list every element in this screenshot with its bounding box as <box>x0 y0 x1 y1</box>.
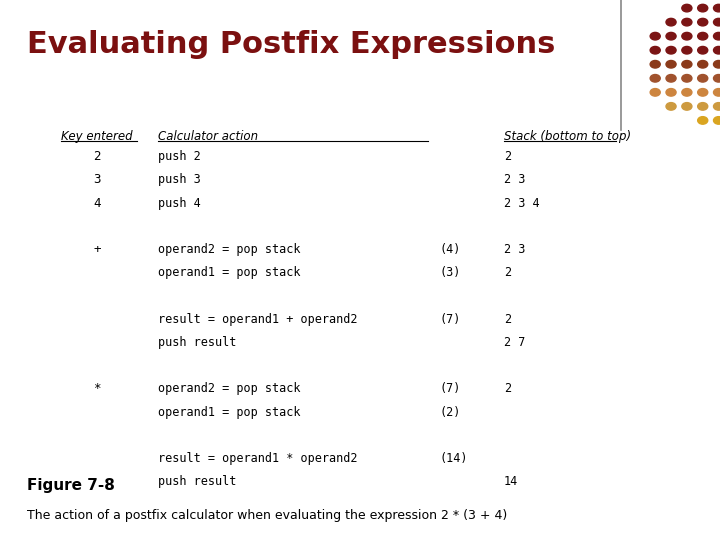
Text: push result: push result <box>158 336 237 349</box>
Text: (7): (7) <box>439 313 461 326</box>
Text: +: + <box>94 243 101 256</box>
Text: result = operand1 + operand2: result = operand1 + operand2 <box>158 313 358 326</box>
Text: 2 3 4: 2 3 4 <box>504 197 539 210</box>
Text: 2: 2 <box>504 266 511 279</box>
Circle shape <box>714 89 720 96</box>
Circle shape <box>666 89 676 96</box>
Text: 2 7: 2 7 <box>504 336 526 349</box>
Circle shape <box>698 4 708 12</box>
Text: (7): (7) <box>439 382 461 395</box>
Circle shape <box>698 117 708 124</box>
Text: (14): (14) <box>439 452 468 465</box>
Text: 3: 3 <box>94 173 101 186</box>
Circle shape <box>682 89 692 96</box>
Circle shape <box>682 4 692 12</box>
Text: push 2: push 2 <box>158 150 201 163</box>
Text: *: * <box>94 382 101 395</box>
Circle shape <box>698 75 708 82</box>
Circle shape <box>714 18 720 26</box>
Text: Calculator action: Calculator action <box>158 130 258 143</box>
Circle shape <box>682 32 692 40</box>
Text: Evaluating Postfix Expressions: Evaluating Postfix Expressions <box>27 30 556 59</box>
Text: Key entered: Key entered <box>61 130 132 143</box>
Text: operand1 = pop stack: operand1 = pop stack <box>158 266 301 279</box>
Text: (4): (4) <box>439 243 461 256</box>
Circle shape <box>666 46 676 54</box>
Text: 2: 2 <box>504 382 511 395</box>
Text: Figure 7-8: Figure 7-8 <box>27 478 115 493</box>
Text: 2: 2 <box>504 313 511 326</box>
Text: 14: 14 <box>504 475 518 488</box>
Text: Stack (bottom to top): Stack (bottom to top) <box>504 130 631 143</box>
Text: 2 3: 2 3 <box>504 173 526 186</box>
Text: 2: 2 <box>504 150 511 163</box>
Circle shape <box>650 46 660 54</box>
Circle shape <box>666 60 676 68</box>
Circle shape <box>698 32 708 40</box>
Circle shape <box>698 46 708 54</box>
Circle shape <box>650 60 660 68</box>
Text: (2): (2) <box>439 406 461 419</box>
Circle shape <box>650 75 660 82</box>
Circle shape <box>714 117 720 124</box>
Text: push result: push result <box>158 475 237 488</box>
Text: operand2 = pop stack: operand2 = pop stack <box>158 243 301 256</box>
Circle shape <box>682 18 692 26</box>
Circle shape <box>682 103 692 110</box>
Text: (3): (3) <box>439 266 461 279</box>
Text: operand1 = pop stack: operand1 = pop stack <box>158 406 301 419</box>
Circle shape <box>714 75 720 82</box>
Circle shape <box>698 89 708 96</box>
Circle shape <box>682 46 692 54</box>
Circle shape <box>714 60 720 68</box>
Text: 2 3: 2 3 <box>504 243 526 256</box>
Circle shape <box>666 32 676 40</box>
Text: The action of a postfix calculator when evaluating the expression 2 * (3 + 4): The action of a postfix calculator when … <box>27 509 508 522</box>
Circle shape <box>666 103 676 110</box>
Circle shape <box>714 46 720 54</box>
Text: push 3: push 3 <box>158 173 201 186</box>
Text: push 4: push 4 <box>158 197 201 210</box>
Text: operand2 = pop stack: operand2 = pop stack <box>158 382 301 395</box>
Text: 4: 4 <box>94 197 101 210</box>
Circle shape <box>666 75 676 82</box>
Circle shape <box>650 32 660 40</box>
Text: result = operand1 * operand2: result = operand1 * operand2 <box>158 452 358 465</box>
Circle shape <box>714 4 720 12</box>
Circle shape <box>682 75 692 82</box>
Circle shape <box>698 60 708 68</box>
Circle shape <box>714 103 720 110</box>
Text: 2: 2 <box>94 150 101 163</box>
Circle shape <box>650 89 660 96</box>
Circle shape <box>682 60 692 68</box>
Circle shape <box>714 32 720 40</box>
Circle shape <box>698 103 708 110</box>
Circle shape <box>698 18 708 26</box>
Circle shape <box>666 18 676 26</box>
